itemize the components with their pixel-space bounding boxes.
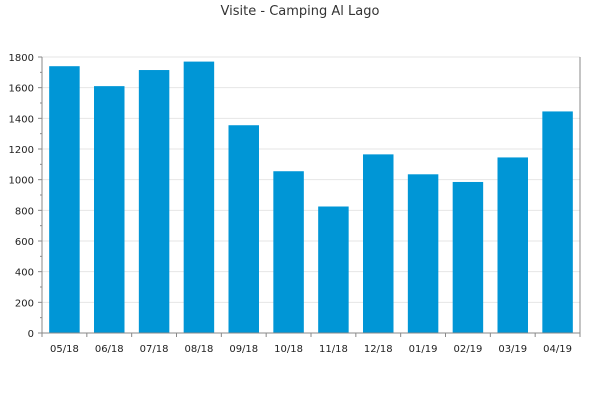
x-tick-label: 03/19 — [498, 344, 527, 355]
y-tick-label: 1400 — [9, 114, 34, 125]
y-tick-label: 1800 — [9, 53, 34, 64]
x-tick-label: 07/18 — [140, 344, 169, 355]
bar — [497, 157, 528, 333]
bar — [94, 86, 125, 333]
chart-title: Visite - Camping Al Lago — [220, 4, 380, 19]
x-tick-label: 02/19 — [454, 344, 483, 355]
x-tick-label: 06/18 — [95, 344, 124, 355]
y-tick-label: 400 — [15, 268, 34, 279]
bar — [183, 61, 215, 333]
y-tick-label: 1600 — [9, 84, 34, 95]
bar — [452, 181, 484, 333]
y-tick-label: 600 — [15, 237, 34, 248]
x-tick-label: 11/18 — [319, 344, 348, 355]
x-tick-label: 05/18 — [50, 344, 79, 355]
y-tick-label: 1000 — [9, 176, 34, 187]
x-tick-label: 01/19 — [409, 344, 438, 355]
x-tick-label: 08/18 — [185, 344, 214, 355]
y-tick-label: 1200 — [9, 145, 34, 156]
bar — [318, 206, 349, 333]
bar — [363, 154, 394, 333]
x-tick-label: 10/18 — [274, 344, 303, 355]
y-tick-label: 800 — [15, 206, 34, 217]
bar — [228, 125, 259, 333]
y-tick-label: 0 — [28, 329, 34, 340]
y-tick-label: 200 — [15, 298, 34, 309]
x-tick-label: 09/18 — [229, 344, 258, 355]
bar — [138, 70, 170, 334]
x-tick-label: 04/19 — [543, 344, 572, 355]
bar — [49, 66, 80, 333]
x-tick-label: 12/18 — [364, 344, 393, 355]
bar — [542, 111, 573, 333]
bar — [407, 174, 439, 333]
bar — [273, 171, 304, 333]
